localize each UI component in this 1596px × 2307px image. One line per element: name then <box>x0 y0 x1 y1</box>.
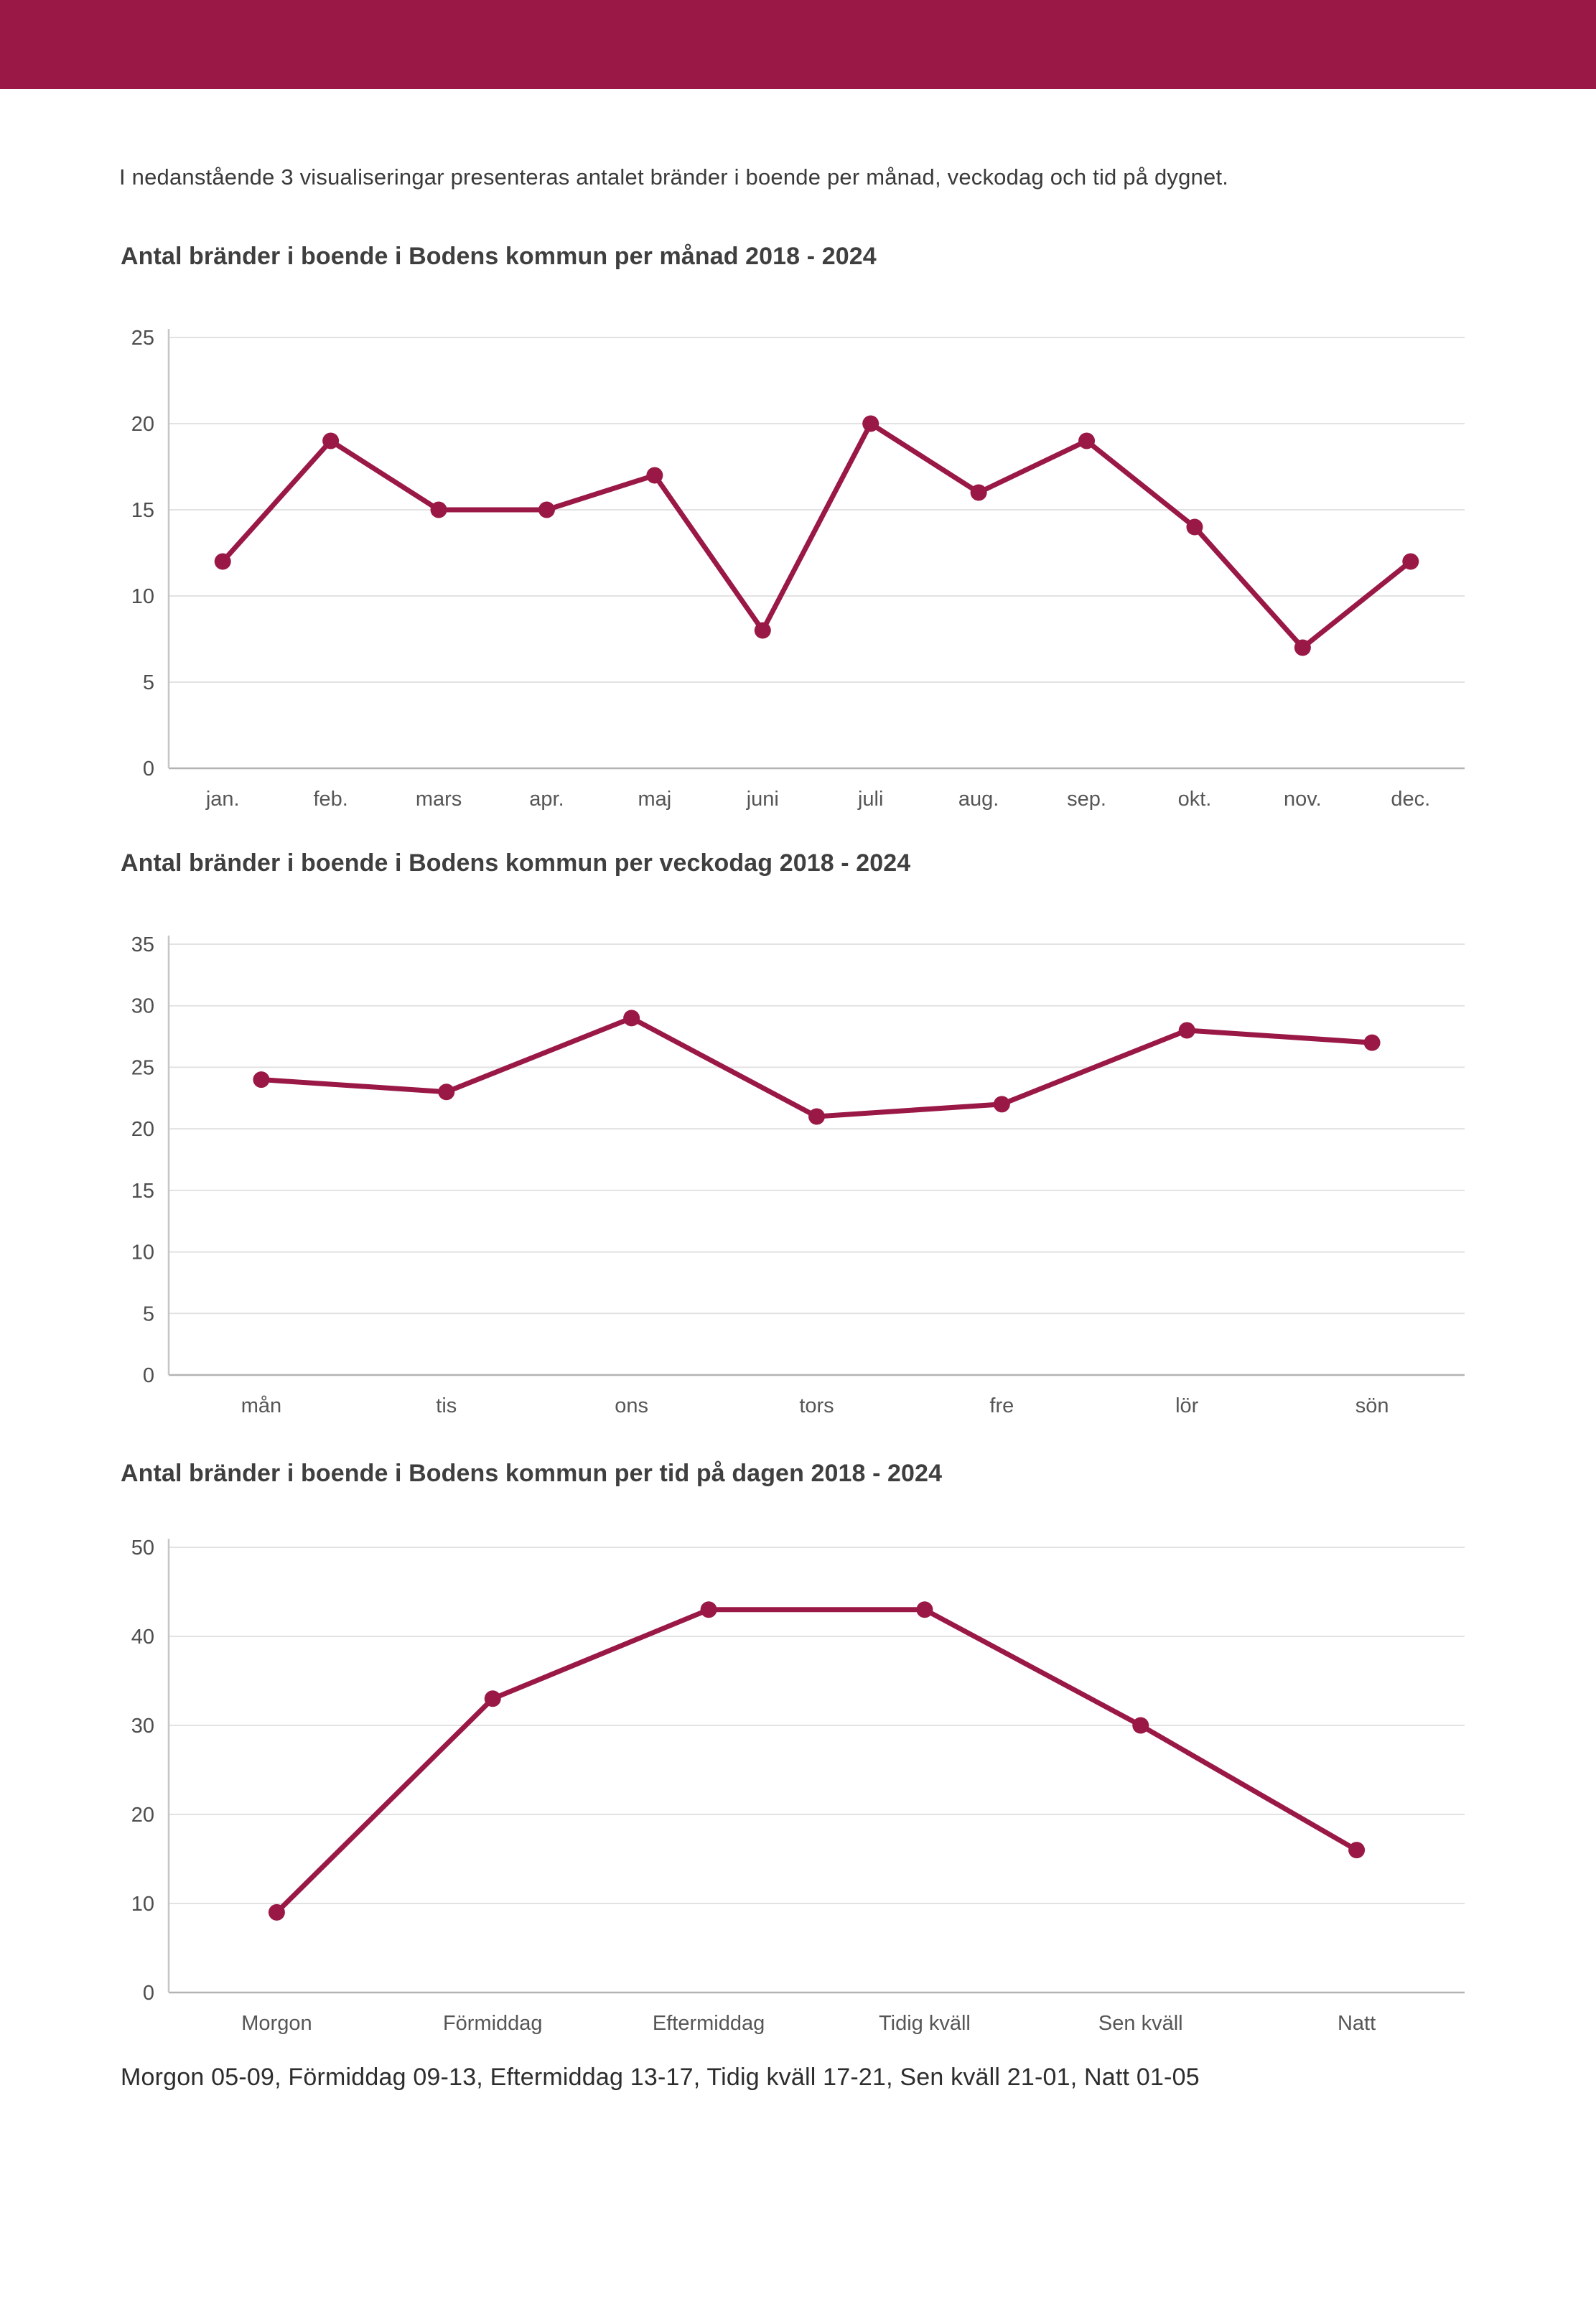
y-tick-label: 15 <box>131 1180 154 1203</box>
top-accent-bar <box>0 0 1596 89</box>
chart-title-per-weekday: Antal bränder i boende i Bodens kommun p… <box>121 849 911 877</box>
y-tick-label: 5 <box>143 1302 154 1325</box>
x-tick-label: juni <box>746 788 779 811</box>
x-tick-label: fre <box>989 1394 1014 1417</box>
y-tick-label: 10 <box>131 1241 154 1264</box>
data-point <box>1078 432 1096 449</box>
x-tick-label: maj <box>638 788 672 811</box>
x-tick-label: ons <box>615 1394 648 1417</box>
x-tick-label: juli <box>857 788 883 811</box>
data-point <box>1186 518 1203 536</box>
x-tick-label: lör <box>1175 1394 1199 1417</box>
y-tick-label: 30 <box>131 1715 154 1738</box>
fires-per-month-line-chart: 0 5 10 15 20 25 jan. feb. mars apr. maj juni juli aug… <box>131 327 1465 811</box>
x-tick-label: Sen kväll <box>1098 2012 1183 2035</box>
data-point <box>646 467 663 484</box>
chart-title-per-month: Antal bränder i boende i Bodens kommun p… <box>121 243 877 270</box>
x-tick-label: sep. <box>1067 788 1106 811</box>
y-tick-label: 15 <box>131 499 154 522</box>
x-tick-label: jan. <box>205 788 240 811</box>
x-tick-label: mars <box>416 788 462 811</box>
x-tick-label: tis <box>436 1394 457 1417</box>
x-tick-label: Morgon <box>241 2012 312 2035</box>
data-point <box>1348 1842 1366 1859</box>
time-interval-footnote: Morgon 05-09, Förmiddag 09-13, Eftermidd… <box>121 2064 1200 2091</box>
y-tick-label: 20 <box>131 1804 154 1827</box>
y-tick-label: 50 <box>131 1537 154 1560</box>
x-tick-label: okt. <box>1178 788 1212 811</box>
data-point <box>253 1071 270 1089</box>
data-point <box>484 1690 501 1707</box>
data-point <box>916 1601 933 1618</box>
data-point <box>1402 553 1419 570</box>
x-tick-label: tors <box>799 1394 834 1417</box>
data-point <box>438 1083 455 1101</box>
x-tick-label: sön <box>1355 1394 1389 1417</box>
x-tick-label: dec. <box>1391 788 1430 811</box>
data-point <box>214 553 231 570</box>
y-tick-label: 0 <box>143 758 154 780</box>
data-point <box>754 622 771 639</box>
y-tick-label: 25 <box>131 1056 154 1079</box>
x-tick-label: Eftermiddag <box>653 2012 765 2035</box>
x-tick-label: Förmiddag <box>443 2012 543 2035</box>
data-point <box>993 1096 1010 1113</box>
x-tick-label: Tidig kväll <box>879 2012 971 2035</box>
fires-per-weekday-line-chart: 0 5 10 15 20 25 30 35 mån tis ons tors fre lör sön <box>131 933 1465 1417</box>
y-tick-label: 0 <box>143 1364 154 1387</box>
data-point <box>430 501 447 518</box>
data-point <box>862 415 879 432</box>
y-tick-label: 10 <box>131 1893 154 1916</box>
y-tick-label: 25 <box>131 327 154 350</box>
y-tick-label: 35 <box>131 933 154 956</box>
x-tick-label: feb. <box>313 788 347 811</box>
y-tick-label: 5 <box>143 671 154 694</box>
fires-per-time-of-day-line-chart: 0 10 20 30 40 50 Morgon Förmiddag Eftermiddag Tid… <box>131 1537 1465 2035</box>
x-tick-label: apr. <box>529 788 564 811</box>
x-tick-label: nov. <box>1284 788 1322 811</box>
x-tick-label: aug. <box>958 788 999 811</box>
intro-text: I nedanstående 3 visualiseringar present… <box>119 164 1229 190</box>
y-tick-label: 20 <box>131 1118 154 1141</box>
data-point <box>623 1010 640 1027</box>
y-tick-label: 10 <box>131 585 154 608</box>
y-tick-label: 0 <box>143 1982 154 2005</box>
data-point <box>970 484 987 501</box>
data-point <box>1132 1717 1149 1734</box>
data-point <box>808 1108 825 1125</box>
data-line <box>274 1607 1360 1915</box>
y-tick-label: 20 <box>131 413 154 436</box>
y-tick-label: 30 <box>131 995 154 1018</box>
data-line <box>220 421 1414 651</box>
data-point <box>1178 1022 1195 1039</box>
y-tick-label: 40 <box>131 1626 154 1649</box>
data-point <box>322 432 340 449</box>
chart-title-per-time-of-day: Antal bränder i boende i Bodens kommun p… <box>121 1460 943 1487</box>
data-point <box>1294 639 1311 656</box>
data-point <box>1363 1034 1381 1051</box>
data-point <box>268 1903 285 1921</box>
x-tick-label: Natt <box>1338 2012 1376 2035</box>
data-point <box>700 1601 717 1618</box>
data-point <box>538 501 555 518</box>
x-tick-label: mån <box>241 1394 281 1417</box>
